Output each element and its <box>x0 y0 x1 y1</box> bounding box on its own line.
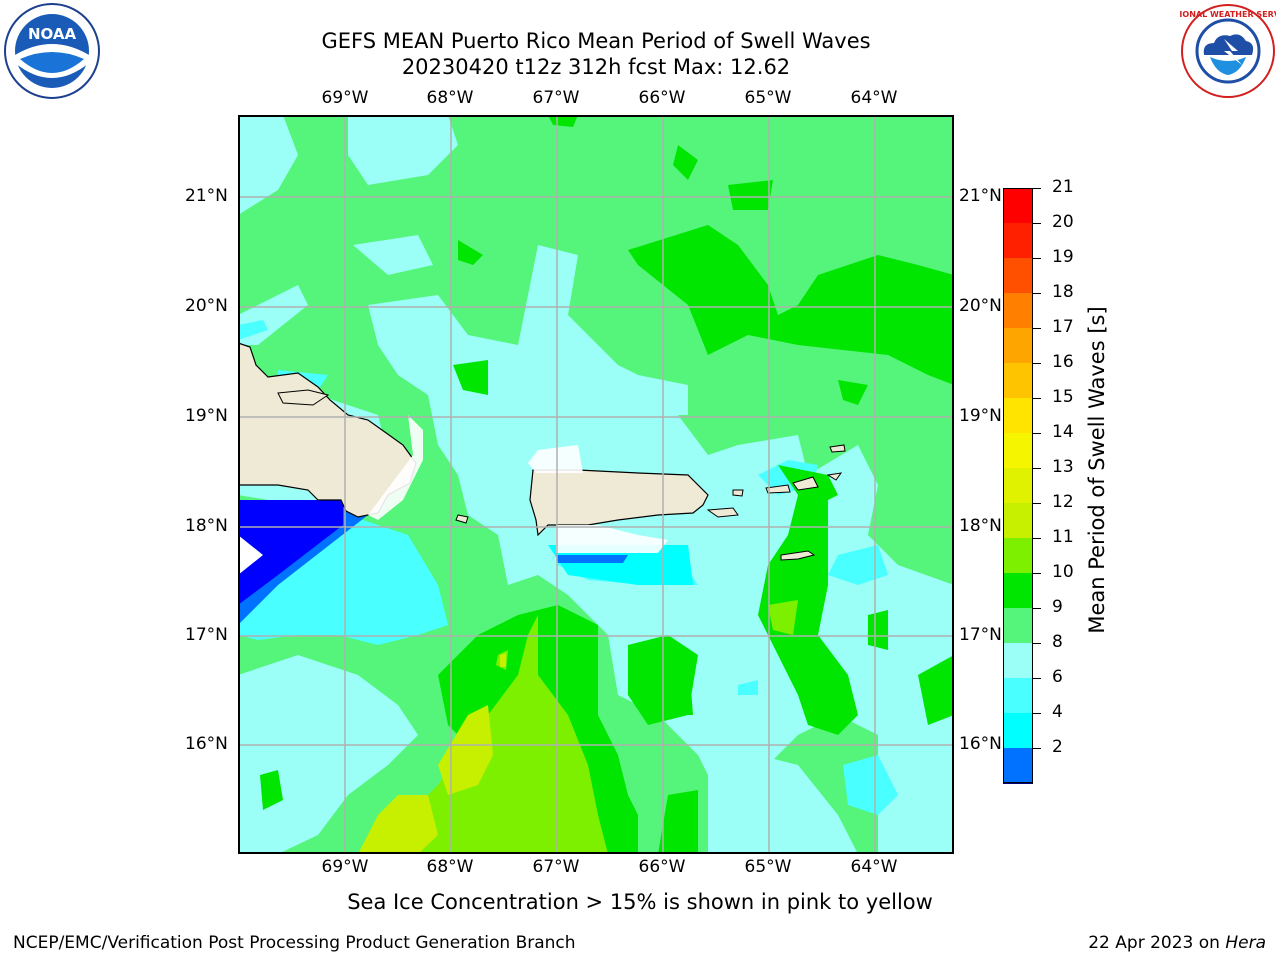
footer-credit: NCEP/EMC/Verification Post Processing Pr… <box>13 933 576 953</box>
colorbar-segment <box>1003 468 1033 503</box>
colorbar-tick-mark <box>1033 678 1041 679</box>
coastal-mask <box>368 415 668 553</box>
colorbar-tick-label: 20 <box>1052 212 1074 232</box>
colorbar-segment <box>1003 433 1033 468</box>
lon-label-top: 65°W <box>744 88 792 108</box>
colorbar-segment <box>1003 538 1033 573</box>
colorbar-tick-mark <box>1033 643 1041 644</box>
colorbar-tick-label: 16 <box>1052 352 1074 372</box>
colorbar-tick-mark <box>1033 538 1041 539</box>
map-subtitle: 20230420 t12z 312h fcst Max: 12.62 <box>401 55 791 79</box>
lat-label-left: 20°N <box>185 296 228 316</box>
noaa-logo-text: NOAA <box>28 25 77 43</box>
colorbar-segment <box>1003 328 1033 363</box>
lat-label-right: 19°N <box>959 406 1002 426</box>
swell-period-map <box>238 115 954 854</box>
colorbar-label: Mean Period of Swell Waves [s] <box>1085 306 1109 634</box>
footer-machine: Hera <box>1225 933 1266 953</box>
nws-logo: NATIONAL WEATHER SERVICE <box>1162 3 1280 103</box>
colorbar-tick-label: 14 <box>1052 422 1074 442</box>
lat-label-right: 21°N <box>959 186 1002 206</box>
colorbar-segment <box>1003 363 1033 398</box>
colorbar-tick-label: 13 <box>1052 457 1074 477</box>
lat-label-left: 17°N <box>185 625 228 645</box>
lon-label-top: 69°W <box>321 88 369 108</box>
colorbar-segment <box>1003 608 1033 643</box>
colorbar-segment <box>1003 678 1033 713</box>
colorbar-tick-mark <box>1033 223 1041 224</box>
colorbar-tick-label: 17 <box>1052 317 1074 337</box>
colorbar-tick-mark <box>1033 503 1041 504</box>
colorbar-tick-label: 15 <box>1052 387 1074 407</box>
colorbar-segment <box>1003 398 1033 433</box>
colorbar-segment <box>1003 573 1033 608</box>
lat-label-right: 20°N <box>959 296 1002 316</box>
colorbar-tick-label: 10 <box>1052 562 1074 582</box>
lon-label-bottom: 65°W <box>744 857 792 877</box>
graticule <box>238 115 954 854</box>
noaa-logo: NOAA <box>2 3 102 103</box>
colorbar-tick-mark <box>1033 188 1041 189</box>
colorbar-tick-label: 21 <box>1052 177 1074 197</box>
colorbar-tick-mark <box>1033 293 1041 294</box>
colorbar <box>1003 188 1033 784</box>
lon-label-top: 68°W <box>426 88 474 108</box>
colorbar-tick-mark <box>1033 573 1041 574</box>
lon-label-bottom: 66°W <box>638 857 686 877</box>
colorbar-tick-label: 12 <box>1052 492 1074 512</box>
colorbar-segment <box>1003 748 1033 783</box>
colorbar-segment <box>1003 223 1033 258</box>
lat-label-left: 19°N <box>185 406 228 426</box>
colorbar-tick-label: 2 <box>1052 737 1063 757</box>
colorbar-segment <box>1003 258 1033 293</box>
colorbar-segment <box>1003 643 1033 678</box>
colorbar-tick-label: 11 <box>1052 527 1074 547</box>
lon-label-top: 67°W <box>532 88 580 108</box>
lon-label-bottom: 64°W <box>850 857 898 877</box>
colorbar-tick-mark <box>1033 258 1041 259</box>
colorbar-tick-mark <box>1033 398 1041 399</box>
land-masses <box>238 342 846 561</box>
colorbar-tick-label: 8 <box>1052 632 1063 652</box>
lat-label-left: 18°N <box>185 516 228 536</box>
colorbar-tick-mark <box>1033 433 1041 434</box>
lat-label-right: 18°N <box>959 516 1002 536</box>
lon-label-bottom: 67°W <box>532 857 580 877</box>
colorbar-frame <box>1003 188 1033 783</box>
colorbar-tick-label: 19 <box>1052 247 1074 267</box>
footer-date-text: 22 Apr 2023 on <box>1088 933 1226 953</box>
colorbar-tick-label: 9 <box>1052 597 1063 617</box>
lon-label-bottom: 69°W <box>321 857 369 877</box>
colorbar-segment <box>1003 503 1033 538</box>
colorbar-tick-mark <box>1033 608 1041 609</box>
footer-date: 22 Apr 2023 on Hera <box>1088 933 1266 953</box>
map-frame <box>238 115 954 854</box>
colorbar-extend-triangle <box>1003 782 1033 784</box>
colorbar-tick-mark <box>1033 363 1041 364</box>
lon-label-top: 64°W <box>850 88 898 108</box>
colorbar-tick-label: 18 <box>1052 282 1074 302</box>
lat-label-right: 17°N <box>959 625 1002 645</box>
colorbar-segment <box>1003 713 1033 748</box>
lat-label-left: 16°N <box>185 734 228 754</box>
lon-label-top: 66°W <box>638 88 686 108</box>
map-title: GEFS MEAN Puerto Rico Mean Period of Swe… <box>321 29 871 53</box>
colorbar-tick-mark <box>1033 468 1041 469</box>
colorbar-segment <box>1003 293 1033 328</box>
colorbar-tick-mark <box>1033 748 1041 749</box>
nws-logo-text: NATIONAL WEATHER SERVICE <box>1180 10 1276 19</box>
colorbar-tick-mark <box>1033 713 1041 714</box>
colorbar-tick-label: 4 <box>1052 702 1063 722</box>
sea-ice-note: Sea Ice Concentration > 15% is shown in … <box>347 890 933 914</box>
colorbar-tick-label: 6 <box>1052 667 1063 687</box>
colorbar-tick-mark <box>1033 328 1041 329</box>
lat-label-right: 16°N <box>959 734 1002 754</box>
colorbar-segment <box>1003 188 1033 223</box>
lat-label-left: 21°N <box>185 186 228 206</box>
lon-label-bottom: 68°W <box>426 857 474 877</box>
